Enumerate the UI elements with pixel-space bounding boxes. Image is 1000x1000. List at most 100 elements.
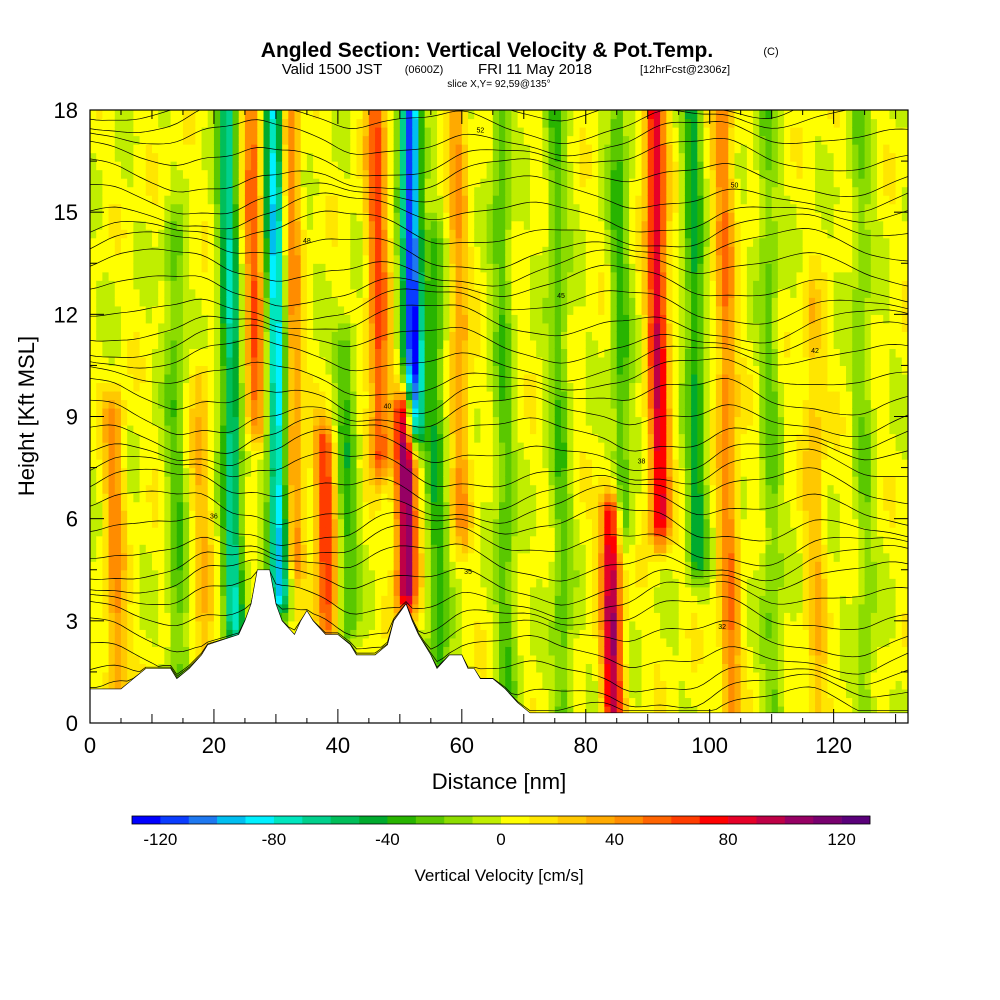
field-cell (170, 663, 178, 673)
field-cell (313, 144, 320, 154)
field-cell (399, 390, 407, 401)
field-cell (424, 450, 432, 460)
field-cell (139, 467, 147, 477)
field-cell (381, 561, 389, 571)
field-cell (145, 552, 153, 562)
field-cell (412, 271, 420, 281)
field-cell (232, 578, 240, 588)
field-cell (164, 390, 172, 401)
field-cell (319, 305, 327, 315)
field-cell (189, 127, 196, 137)
field-cell (430, 450, 438, 460)
field-cell (139, 118, 147, 128)
field-cell (443, 450, 451, 460)
field-cell (133, 399, 141, 409)
field-cell (102, 186, 110, 196)
field-cell (108, 407, 116, 418)
field-cell (406, 484, 413, 494)
field-cell (381, 280, 389, 290)
field-cell (306, 603, 314, 613)
field-cell (282, 297, 289, 307)
field-cell (151, 637, 159, 647)
field-cell (275, 476, 283, 486)
field-cell (325, 263, 333, 273)
field-cell (195, 569, 203, 579)
field-cell (344, 305, 351, 315)
field-cell (201, 169, 209, 179)
field-cell (108, 518, 116, 528)
field-cell (511, 110, 519, 120)
field-cell (375, 339, 382, 349)
field-cell (468, 629, 475, 639)
field-cell (170, 612, 178, 622)
field-cell (499, 110, 506, 120)
field-cell (170, 603, 178, 613)
field-cell (133, 637, 141, 647)
field-cell (164, 118, 172, 128)
field-cell (90, 305, 97, 315)
field-cell (430, 144, 438, 154)
field-cell (120, 212, 128, 222)
field-cell (356, 620, 364, 630)
field-cell (443, 229, 451, 239)
field-cell (381, 476, 389, 486)
field-cell (158, 178, 165, 188)
field-cell (412, 365, 420, 375)
field-cell (120, 186, 128, 196)
field-cell (393, 425, 401, 435)
field-cell (350, 195, 358, 205)
field-cell (269, 186, 277, 196)
field-cell (207, 552, 215, 562)
field-cell (325, 544, 333, 554)
field-cell (244, 195, 252, 205)
field-cell (232, 535, 240, 545)
field-cell (207, 416, 215, 426)
field-cell (269, 476, 277, 486)
field-cell (139, 195, 147, 205)
field-cell (424, 425, 432, 435)
field-cell (226, 339, 234, 349)
field-cell (139, 569, 147, 579)
field-cell (511, 671, 519, 682)
field-cell (120, 433, 128, 443)
field-cell (306, 390, 314, 401)
field-cell (505, 527, 512, 537)
field-cell (232, 127, 240, 137)
field-cell (176, 382, 184, 392)
field-cell (393, 510, 401, 520)
field-cell (350, 484, 358, 494)
field-cell (505, 390, 512, 401)
field-cell (492, 288, 500, 298)
field-cell (195, 280, 203, 290)
field-cell (461, 637, 469, 647)
field-cell (189, 620, 196, 630)
field-cell (300, 118, 308, 128)
field-cell (263, 544, 271, 554)
field-cell (257, 212, 265, 222)
field-cell (511, 348, 519, 358)
field-cell (158, 280, 165, 290)
field-cell (139, 305, 147, 315)
field-cell (461, 195, 469, 205)
field-cell (96, 484, 103, 494)
field-cell (182, 288, 190, 298)
field-cell (306, 510, 314, 520)
field-cell (282, 178, 289, 188)
field-cell (486, 382, 494, 392)
field-cell (486, 220, 494, 230)
field-cell (406, 178, 413, 188)
field-cell (170, 127, 178, 137)
field-cell (499, 654, 506, 664)
field-cell (294, 169, 302, 179)
field-cell (102, 527, 110, 537)
field-cell (275, 578, 283, 588)
field-cell (468, 288, 475, 298)
field-cell (133, 586, 141, 596)
field-cell (474, 110, 482, 120)
field-cell (244, 356, 252, 367)
field-cell (120, 144, 128, 154)
field-cell (499, 288, 506, 298)
field-cell (201, 203, 209, 213)
field-cell (275, 484, 283, 494)
field-cell (176, 373, 184, 384)
